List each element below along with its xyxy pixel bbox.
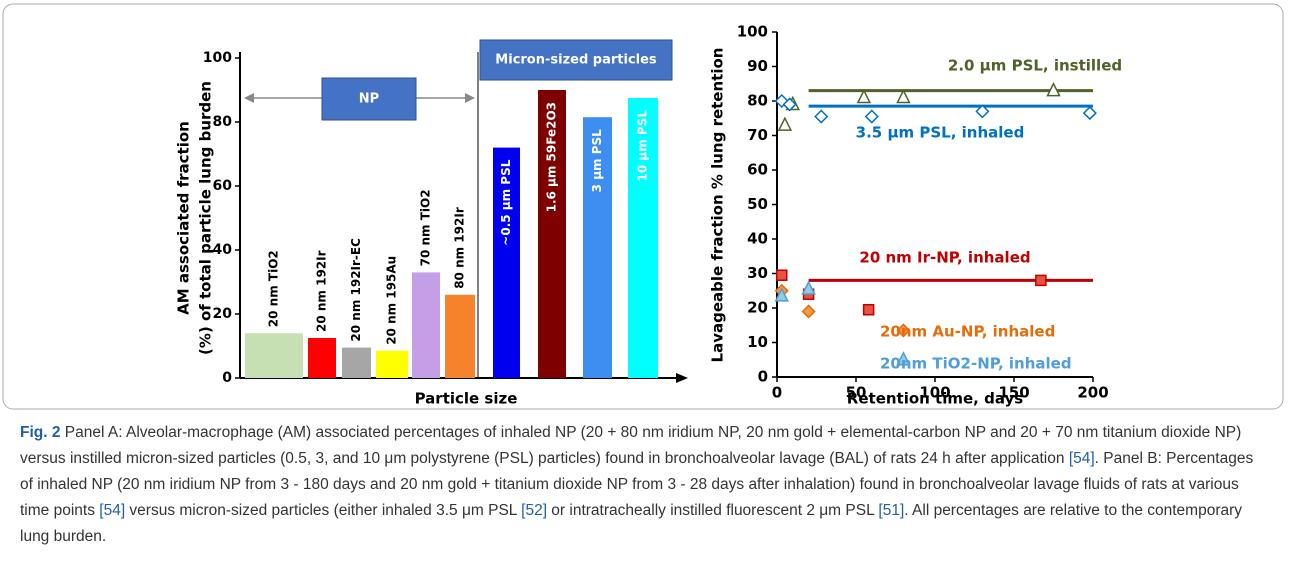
bar-label: 20 nm 192Ir-EC <box>349 238 363 342</box>
x-tick-label: 100 <box>919 384 950 402</box>
series-label: 20 nm Ir-NP, inhaled <box>859 249 1030 267</box>
x-axis-title: Retention time, days <box>847 390 1023 408</box>
caption-text: versus micron-sized particles (either in… <box>125 502 522 519</box>
point <box>801 280 816 295</box>
point <box>896 323 911 338</box>
bar <box>538 90 566 378</box>
reference[interactable]: [54] <box>99 502 126 519</box>
bar-label: 80 nm 192Ir <box>453 207 467 289</box>
series-label: 20nm TiO2-NP, inhaled <box>880 355 1072 373</box>
point <box>862 303 875 316</box>
point <box>856 88 872 104</box>
caption-text: or intratracheally instilled fluorescent… <box>547 502 879 519</box>
bar-label: 20 nm TiO2 <box>267 250 281 327</box>
series-label: 20nm Au-NP, inhaled <box>880 323 1055 341</box>
y-tick-label: 80 <box>213 114 233 130</box>
reference[interactable]: [52] <box>521 502 547 519</box>
x-tick-label: 0 <box>772 384 782 402</box>
bar <box>376 350 408 378</box>
y-tick-label: 30 <box>747 264 768 282</box>
point <box>864 109 879 124</box>
bar-label: 3 µm PSL <box>590 129 604 192</box>
bar <box>342 347 371 378</box>
y-tick-label: 0 <box>758 368 768 386</box>
caption-text: . All percentages are relative to the co… <box>20 502 1243 545</box>
bar <box>445 294 475 378</box>
caption-text: Panel A: Alveolar-macrophage (AM) associ… <box>20 424 1242 467</box>
y-tick-label: 100 <box>203 50 232 66</box>
bar-label: 70 nm TiO2 <box>419 189 433 266</box>
bar <box>245 333 303 378</box>
y-tick-label: 40 <box>213 242 233 258</box>
y-axis-title: (%) of total particle lung burden <box>197 81 215 355</box>
bar <box>308 338 336 378</box>
x-axis-arrow <box>676 373 688 383</box>
bar-label: 20 nm 192Ir <box>315 250 329 332</box>
bar <box>628 98 658 378</box>
series-label: 2.0 µm PSL, instilled <box>948 57 1122 75</box>
bar-label: 10 µm PSL <box>636 110 650 182</box>
point <box>777 116 793 131</box>
micron-label: Micron-sized particles <box>495 53 657 68</box>
y-tick-label: 70 <box>747 126 768 144</box>
point <box>814 109 829 124</box>
y-tick-label: 0 <box>222 370 232 386</box>
bar <box>583 117 612 378</box>
point <box>774 287 789 302</box>
x-axis-title: Particle size <box>415 390 518 408</box>
x-tick-label: 50 <box>846 384 867 402</box>
frame <box>2 3 1284 410</box>
y-tick-label: 20 <box>747 299 768 317</box>
np-box <box>321 77 417 121</box>
caption-text: . Panel B: Percentages of inhaled NP (20… <box>20 450 1254 519</box>
micron-box <box>479 39 673 81</box>
point <box>801 304 816 319</box>
reference[interactable]: [51] <box>878 502 905 519</box>
y-axis-title: AM associated fraction <box>175 121 193 315</box>
point <box>782 97 797 112</box>
point <box>1082 106 1097 121</box>
bar-label: 20 nm 195Au <box>385 256 399 345</box>
caption-label: Fig. 2 <box>20 424 61 441</box>
point <box>896 88 911 104</box>
np-arrow-left <box>244 93 254 103</box>
point <box>975 104 990 119</box>
y-tick-label: 60 <box>747 161 768 179</box>
series-label: 3.5 µm PSL, inhaled <box>856 124 1025 142</box>
x-tick-label: 200 <box>1077 384 1108 402</box>
bar-label: ~0.5 µm PSL <box>499 159 513 245</box>
y-tick-label: 40 <box>747 230 768 248</box>
y-axis-title: Lavageable fraction % lung retention <box>709 48 727 363</box>
bar-label: 1.6 µm 59Fe2O3 <box>545 102 559 212</box>
caption: Fig. 2 Panel A: Alveolar-macrophage (AM)… <box>20 420 1270 550</box>
bar <box>412 272 440 378</box>
point <box>1035 274 1047 287</box>
bar <box>493 147 520 378</box>
point <box>896 351 911 366</box>
y-tick-label: 90 <box>747 57 768 75</box>
y-tick-label: 100 <box>737 23 768 41</box>
y-tick-label: 50 <box>747 195 768 213</box>
reference[interactable]: [54] <box>1068 450 1095 467</box>
point <box>1046 81 1061 97</box>
y-tick-label: 80 <box>747 92 768 110</box>
np-arrow-right <box>465 93 475 103</box>
point <box>775 269 788 281</box>
y-tick-label: 10 <box>747 333 768 351</box>
y-tick-label: 20 <box>213 306 233 322</box>
np-label: NP <box>359 92 379 107</box>
y-tick-label: 60 <box>213 178 233 194</box>
x-tick-label: 150 <box>998 384 1029 402</box>
